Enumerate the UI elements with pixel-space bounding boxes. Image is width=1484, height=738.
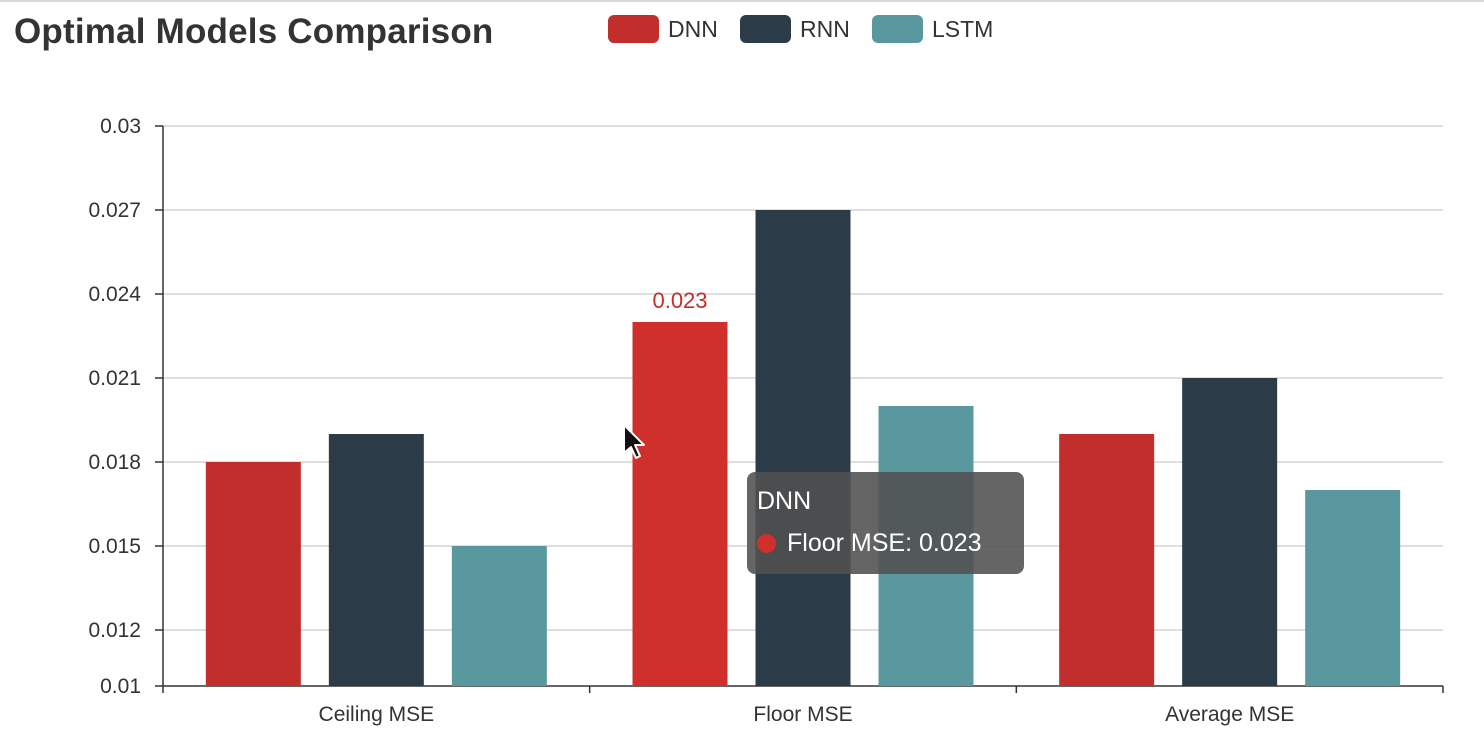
y-tick-label: 0.024	[88, 283, 141, 306]
bar-rnn	[328, 434, 424, 686]
legend-label-rnn: RNN	[800, 15, 850, 42]
tooltip-value: Floor MSE: 0.023	[787, 529, 982, 557]
tooltip-dot-icon	[757, 533, 776, 553]
legend-label-lstm: LSTM	[932, 15, 994, 42]
tooltip-title: DNN	[757, 487, 812, 515]
bar-rnn	[1182, 378, 1278, 686]
legend-item-dnn[interactable]: DNN	[608, 14, 718, 44]
bar-lstm	[1305, 490, 1401, 686]
y-tick-label: 0.015	[88, 535, 141, 558]
bar-dnn	[1059, 434, 1155, 686]
top-border	[0, 0, 1484, 2]
y-tick-label: 0.021	[88, 367, 141, 390]
x-tick-label: Ceiling MSE	[319, 703, 435, 726]
x-tick-label: Average MSE	[1165, 703, 1294, 726]
tooltip-row: Floor MSE: 0.023	[757, 528, 1014, 558]
mouse-cursor-icon	[623, 424, 645, 459]
bar-dnn	[632, 322, 728, 686]
data-label: 0.023	[652, 288, 707, 313]
y-tick-label: 0.018	[88, 451, 141, 474]
bar-rnn	[755, 210, 851, 686]
legend-item-rnn[interactable]: RNN	[740, 14, 850, 44]
y-tick-label: 0.012	[88, 619, 141, 642]
bar-dnn	[205, 462, 301, 686]
y-tick-label: 0.03	[100, 115, 141, 138]
legend-swatch-rnn	[740, 15, 791, 43]
x-tick-label: Floor MSE	[753, 703, 852, 726]
legend-label-dnn: DNN	[668, 15, 718, 42]
tooltip: DNN Floor MSE: 0.023	[747, 472, 1024, 574]
y-tick-label: 0.027	[88, 199, 141, 222]
chart-title: Optimal Models Comparison	[14, 12, 494, 51]
bar-lstm	[451, 546, 547, 686]
legend-item-lstm[interactable]: LSTM	[872, 14, 993, 44]
y-tick-label: 0.01	[100, 675, 141, 698]
legend-swatch-dnn	[608, 15, 659, 43]
legend-swatch-lstm	[872, 15, 923, 43]
